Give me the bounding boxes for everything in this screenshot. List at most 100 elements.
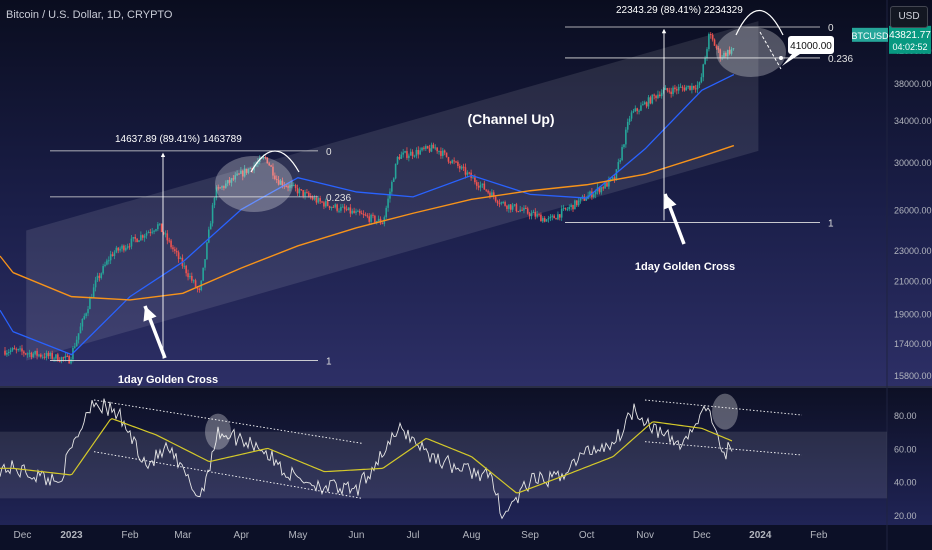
candle-body — [406, 151, 408, 158]
candle-body — [536, 214, 538, 217]
candle-body — [264, 157, 267, 159]
currency-button[interactable]: USD — [890, 6, 928, 28]
candle-body — [191, 275, 193, 281]
candle-body — [21, 348, 23, 352]
candle-body — [549, 216, 552, 219]
candle-body — [170, 240, 172, 248]
candle-body — [213, 197, 216, 206]
candle-body — [726, 50, 729, 57]
candle-body — [81, 318, 84, 327]
candle-body — [58, 361, 61, 363]
candle-body — [458, 165, 461, 169]
candle-body — [338, 210, 340, 212]
symbol-badge-label: BTCUSD — [851, 31, 889, 41]
candle-body — [692, 85, 695, 89]
candle-body — [268, 163, 270, 166]
candle-body — [525, 207, 527, 209]
candle-body — [666, 88, 669, 91]
candle-body — [326, 201, 329, 206]
candle-body — [74, 346, 76, 348]
candle-body — [702, 64, 705, 78]
top-highlight-right — [716, 27, 786, 77]
candle-body — [670, 91, 672, 95]
candle-body — [487, 190, 489, 193]
candle-body — [519, 209, 521, 212]
candle-body — [51, 353, 53, 359]
candle-body — [381, 223, 384, 225]
rsi-line — [0, 398, 733, 520]
candle-body — [585, 198, 588, 201]
candle-body — [11, 348, 14, 351]
candle-body — [34, 350, 36, 354]
candle-body — [526, 208, 529, 214]
candle-body — [683, 87, 686, 91]
candle-body — [41, 356, 44, 358]
candle-body — [334, 204, 337, 208]
candle-body — [155, 229, 157, 231]
candle-body — [474, 177, 476, 183]
rsi-tick-label: 60.00 — [894, 444, 917, 454]
candle-body — [696, 85, 699, 90]
candle-body — [491, 192, 493, 198]
candle-body — [270, 165, 272, 167]
rsi-tick-label: 80.00 — [894, 411, 917, 421]
candle-body — [198, 288, 201, 291]
candle-body — [676, 89, 678, 91]
candle-body — [98, 275, 101, 278]
candle-body — [336, 204, 338, 211]
candle-body — [392, 178, 395, 182]
candle-body — [472, 177, 474, 179]
candle-body — [664, 88, 667, 90]
candle-body — [417, 149, 420, 155]
candle-body — [709, 33, 712, 35]
candle-body — [94, 280, 97, 288]
candle-body — [106, 260, 108, 265]
candle-body — [464, 167, 467, 175]
candle-body — [206, 242, 208, 260]
countdown-label: 04:02:52 — [892, 42, 927, 52]
candle-body — [434, 147, 437, 149]
candle-body — [104, 264, 106, 267]
candle-body — [655, 95, 657, 99]
top-arc-left — [250, 150, 300, 173]
candle-body — [19, 348, 21, 350]
candle-body — [566, 209, 569, 211]
candle-body — [496, 200, 499, 204]
candle-body — [49, 353, 52, 357]
golden-cross-left-label: 1day Golden Cross — [118, 374, 218, 386]
golden-cross-right-arrow-head — [663, 194, 677, 210]
candle-body — [468, 172, 471, 174]
candle-body — [204, 259, 206, 268]
candle-body — [540, 214, 542, 222]
candle-body — [4, 350, 6, 355]
candle-body — [545, 219, 548, 222]
candle-body — [570, 204, 572, 208]
candle-body — [83, 316, 86, 319]
candle-body — [53, 358, 55, 360]
candle-body — [249, 168, 252, 170]
time-tick-label: Mar — [174, 530, 192, 541]
price-tick-label: 38000.00 — [894, 79, 932, 89]
candle-body — [543, 218, 546, 222]
candle-body — [45, 353, 48, 358]
candle-body — [321, 201, 323, 203]
candle-body — [681, 86, 684, 88]
candle-body — [291, 185, 293, 187]
candle-body — [730, 49, 733, 54]
candle-body — [15, 349, 18, 351]
candle-body — [130, 238, 133, 247]
candle-body — [625, 129, 627, 145]
candle-body — [209, 223, 212, 230]
candle-body — [257, 161, 259, 165]
measure-right-label: 22343.29 (89.41%) 2234329 — [616, 5, 743, 16]
candle-body — [215, 187, 218, 198]
candle-body — [281, 180, 284, 186]
candle-body — [285, 185, 287, 187]
candle-body — [460, 166, 463, 169]
price-tick-label: 23000.00 — [894, 246, 932, 256]
candle-body — [353, 210, 355, 213]
candle-body — [600, 187, 603, 193]
candle-body — [375, 221, 378, 223]
candle-body — [419, 150, 421, 155]
